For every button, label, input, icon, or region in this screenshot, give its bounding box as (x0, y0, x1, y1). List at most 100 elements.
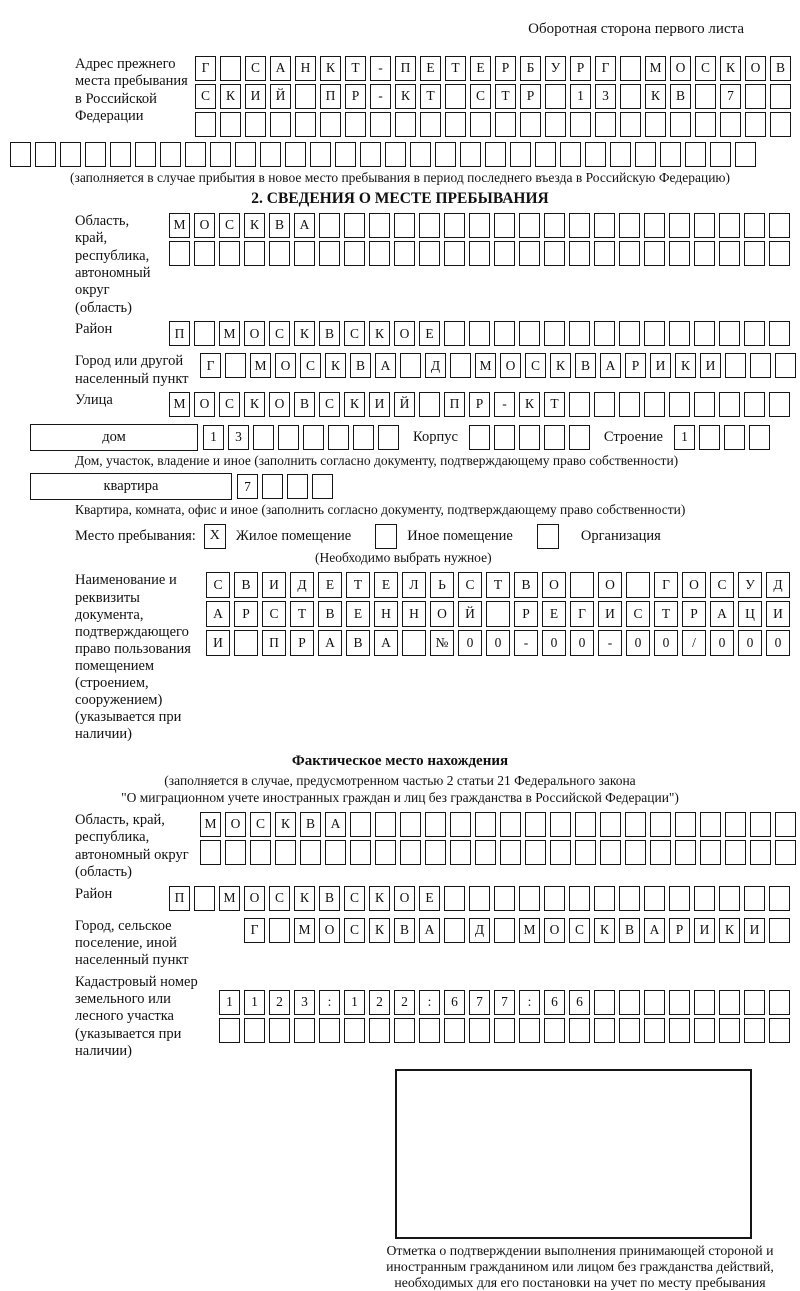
char-box[interactable] (370, 112, 391, 137)
char-box[interactable] (620, 56, 641, 81)
char-box[interactable]: С (344, 885, 365, 911)
char-box[interactable] (650, 811, 671, 837)
char-box[interactable] (719, 212, 740, 238)
char-box[interactable]: Н (374, 601, 398, 628)
char-box[interactable]: А (374, 630, 398, 657)
char-box[interactable]: С (300, 353, 321, 379)
char-box[interactable]: П (169, 885, 190, 911)
char-box[interactable]: П (262, 630, 286, 657)
char-box[interactable]: Р (290, 630, 314, 657)
char-box[interactable]: О (275, 353, 296, 379)
char-box[interactable] (719, 1017, 740, 1043)
char-box[interactable] (360, 142, 381, 167)
char-box[interactable] (544, 1017, 565, 1043)
char-box[interactable]: К (244, 212, 265, 238)
char-box[interactable] (560, 142, 581, 167)
char-box[interactable]: А (206, 601, 230, 628)
char-box[interactable] (644, 1017, 665, 1043)
char-box[interactable]: - (598, 630, 622, 657)
char-box[interactable] (625, 839, 646, 865)
char-box[interactable]: В (350, 353, 371, 379)
char-box[interactable] (635, 142, 656, 167)
char-box[interactable] (725, 353, 746, 379)
char-box[interactable]: 0 (626, 630, 650, 657)
char-box[interactable] (494, 885, 515, 911)
char-box[interactable] (303, 424, 324, 450)
char-box[interactable]: М (475, 353, 496, 379)
char-box[interactable] (378, 424, 399, 450)
char-box[interactable]: 0 (570, 630, 594, 657)
char-box[interactable]: Й (394, 391, 415, 417)
char-box[interactable]: В (514, 572, 538, 599)
char-box[interactable] (328, 424, 349, 450)
apartment-type-box[interactable]: квартира (30, 473, 232, 501)
char-box[interactable]: В (394, 917, 415, 943)
char-box[interactable] (350, 811, 371, 837)
char-box[interactable] (450, 353, 471, 379)
char-box[interactable]: С (206, 572, 230, 599)
char-box[interactable]: М (169, 212, 190, 238)
char-box[interactable]: О (430, 601, 454, 628)
char-box[interactable]: С (458, 572, 482, 599)
char-box[interactable]: О (244, 321, 265, 347)
char-box[interactable]: 6 (544, 989, 565, 1015)
char-box[interactable]: И (245, 84, 266, 109)
char-box[interactable]: 7 (237, 474, 258, 500)
char-box[interactable] (519, 240, 540, 266)
char-box[interactable]: К (244, 391, 265, 417)
char-box[interactable]: Й (458, 601, 482, 628)
char-box[interactable] (594, 391, 615, 417)
char-box[interactable] (775, 811, 796, 837)
char-box[interactable]: С (470, 84, 491, 109)
char-box[interactable]: М (169, 391, 190, 417)
char-box[interactable] (748, 424, 770, 450)
char-box[interactable] (295, 84, 316, 109)
char-box[interactable]: 2 (369, 989, 390, 1015)
char-box[interactable]: 6 (444, 989, 465, 1015)
char-box[interactable] (394, 1017, 415, 1043)
char-box[interactable] (619, 212, 640, 238)
char-box[interactable] (750, 811, 771, 837)
char-box[interactable] (344, 212, 365, 238)
char-box[interactable] (194, 885, 215, 911)
char-box[interactable]: В (770, 56, 791, 81)
char-box[interactable] (619, 989, 640, 1015)
char-box[interactable] (350, 839, 371, 865)
char-box[interactable] (500, 839, 521, 865)
char-box[interactable] (200, 839, 221, 865)
char-box[interactable] (275, 839, 296, 865)
char-box[interactable]: П (395, 56, 416, 81)
char-box[interactable] (278, 424, 299, 450)
char-box[interactable] (469, 1017, 490, 1043)
char-box[interactable] (60, 142, 81, 167)
char-box[interactable] (335, 142, 356, 167)
char-box[interactable]: - (370, 84, 391, 109)
char-box[interactable] (675, 839, 696, 865)
char-box[interactable]: О (319, 917, 340, 943)
char-box[interactable] (585, 142, 606, 167)
char-box[interactable]: О (244, 885, 265, 911)
char-box[interactable] (395, 112, 416, 137)
char-box[interactable] (725, 811, 746, 837)
char-box[interactable] (594, 212, 615, 238)
char-box[interactable]: 0 (766, 630, 790, 657)
char-box[interactable]: К (369, 321, 390, 347)
char-box[interactable]: Т (654, 601, 678, 628)
char-box[interactable] (234, 630, 258, 657)
char-box[interactable] (619, 240, 640, 266)
char-box[interactable]: В (319, 321, 340, 347)
char-box[interactable] (569, 240, 590, 266)
char-box[interactable]: В (346, 630, 370, 657)
char-box[interactable]: В (318, 601, 342, 628)
char-box[interactable] (744, 240, 765, 266)
char-box[interactable]: Е (470, 56, 491, 81)
char-box[interactable]: Р (514, 601, 538, 628)
char-box[interactable]: : (319, 989, 340, 1015)
char-box[interactable]: И (206, 630, 230, 657)
char-box[interactable]: : (419, 989, 440, 1015)
char-box[interactable]: С (695, 56, 716, 81)
char-box[interactable] (450, 839, 471, 865)
char-box[interactable] (444, 1017, 465, 1043)
char-box[interactable] (700, 839, 721, 865)
char-box[interactable] (425, 811, 446, 837)
